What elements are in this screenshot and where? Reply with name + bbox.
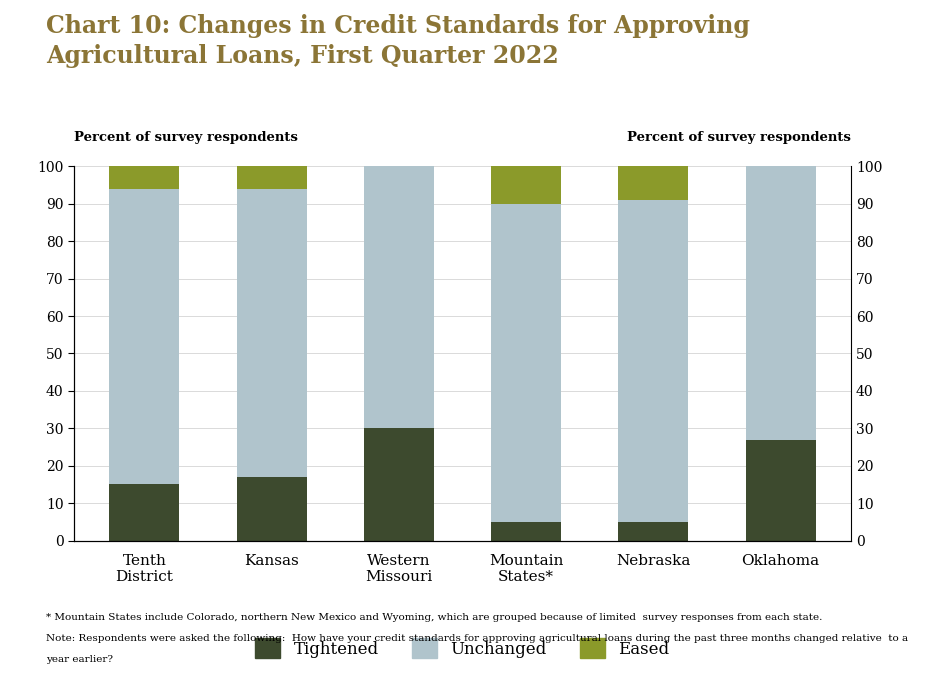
Text: year earlier?: year earlier? [46,655,113,664]
Bar [364,428,434,541]
Text: Note: Respondents were asked the following:  How have your credit standards for : Note: Respondents were asked the followi… [46,634,908,643]
Bar [619,522,688,541]
Bar [109,188,179,484]
Bar [746,166,816,439]
Bar [109,484,179,541]
Text: Chart 10: Changes in Credit Standards for Approving
Agricultural Loans, First Qu: Chart 10: Changes in Credit Standards fo… [46,14,750,67]
Text: * Mountain States include Colorado, northern New Mexico and Wyoming, which are g: * Mountain States include Colorado, nort… [46,613,822,622]
Bar [619,166,688,200]
Bar [237,477,306,541]
Bar [619,200,688,522]
Bar [237,188,306,477]
Bar [109,166,179,188]
Bar [491,522,561,541]
Bar [491,204,561,522]
Text: Percent of survey respondents: Percent of survey respondents [74,131,298,144]
Bar [364,166,434,428]
Bar [237,166,306,188]
Text: Percent of survey respondents: Percent of survey respondents [627,131,851,144]
Bar [491,166,561,204]
Bar [746,439,816,541]
Legend: Tightened, Unchanged, Eased: Tightened, Unchanged, Eased [249,631,676,665]
